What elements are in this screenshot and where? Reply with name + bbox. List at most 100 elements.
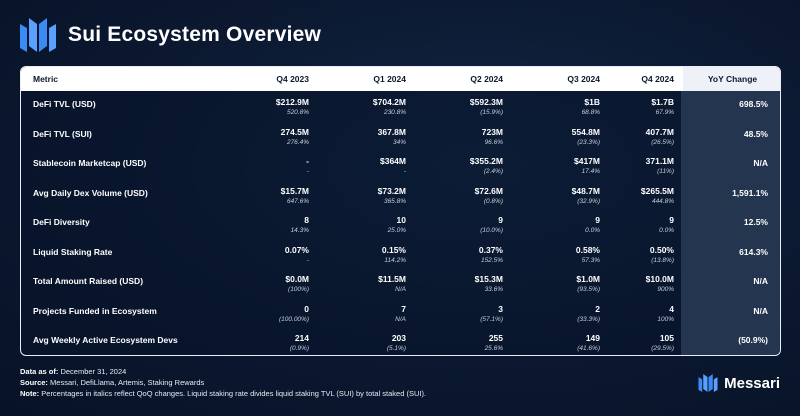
quarter-value: 0 bbox=[304, 303, 309, 314]
table-row: Projects Funded in Ecosystem 0 (100.00%) 7 N… bbox=[21, 298, 780, 328]
value-cell: 7 N/A bbox=[316, 304, 406, 324]
quarter-value: $212.9M bbox=[275, 97, 309, 107]
quarter-value: 0.50% bbox=[649, 244, 674, 255]
value-cell: 203 (5.1%) bbox=[316, 333, 406, 353]
value-cell: 371.1M (11%) bbox=[584, 156, 674, 176]
data-as-of: Data as of: December 31, 2024 bbox=[20, 367, 127, 376]
qoq-change: (26.5%) bbox=[651, 138, 674, 146]
value-cell: -- bbox=[219, 156, 309, 176]
quarter-value: 407.7M bbox=[645, 126, 674, 137]
quarter-value: 214 bbox=[294, 333, 309, 343]
metrics-table: Metric Q4 2023 Q1 2024 Q2 2024 Q3 2024 Q… bbox=[20, 66, 781, 356]
qoq-change: 900% bbox=[657, 286, 674, 293]
value-cell: 407.7M (26.5%) bbox=[584, 127, 674, 147]
column-header-q2-2024: Q2 2024 bbox=[470, 74, 503, 84]
quarter-value: $15.3M bbox=[474, 274, 503, 284]
qoq-change: 68.8% bbox=[581, 109, 600, 116]
footer: Data as of: December 31, 2024 Source: Me… bbox=[20, 366, 426, 399]
yoy-change: N/A bbox=[753, 276, 768, 286]
qoq-change: - bbox=[306, 168, 309, 175]
table-row: Total Amount Raised (USD) $0.0M (100%) $11.… bbox=[21, 268, 780, 298]
qoq-change: 34% bbox=[392, 138, 406, 146]
column-header-q4-2023: Q4 2023 bbox=[276, 74, 309, 84]
column-header-q3-2024: Q3 2024 bbox=[567, 74, 600, 84]
value-cell: $0.0M (100%) bbox=[219, 274, 309, 294]
qoq-change: 230.8% bbox=[383, 109, 406, 116]
qoq-change: - bbox=[403, 168, 406, 175]
quarter-value: 9 bbox=[595, 215, 600, 225]
value-cell: $1.0M (93.5%) bbox=[510, 274, 600, 294]
quarter-value: $355.2M bbox=[469, 156, 503, 166]
table-row: Avg Daily Dex Volume (USD) $15.7M 647.6% $7… bbox=[21, 180, 780, 210]
qoq-change: 17.4% bbox=[581, 168, 600, 175]
value-cell: $10.0M 900% bbox=[584, 274, 674, 294]
value-cell: 274.5M 276.4% bbox=[219, 127, 309, 147]
quarter-value: $73.2M bbox=[377, 185, 406, 196]
metric-label: DeFi TVL (SUI) bbox=[33, 128, 92, 139]
value-cell: 8 14.3% bbox=[219, 215, 309, 235]
value-cell: $364M - bbox=[316, 156, 406, 176]
qoq-change: 67.9% bbox=[655, 109, 674, 116]
value-cell: $15.7M 647.6% bbox=[219, 186, 309, 206]
yoy-change: 698.5% bbox=[739, 99, 768, 109]
qoq-change: 0.0% bbox=[659, 227, 674, 234]
qoq-change: (0.8%) bbox=[483, 197, 503, 205]
metric-label: DeFi Diversity bbox=[33, 217, 90, 227]
qoq-change: - bbox=[306, 256, 309, 264]
qoq-change: (93.5%) bbox=[577, 286, 600, 293]
qoq-change: 276.4% bbox=[286, 138, 309, 146]
value-cell: $417M 17.4% bbox=[510, 156, 600, 176]
value-cell: 4 100% bbox=[584, 304, 674, 324]
qoq-change: (23.3%) bbox=[577, 138, 600, 146]
quarter-value: 3 bbox=[498, 303, 503, 314]
source-note: Source: Messari, DefiLlama, Artemis, Sta… bbox=[20, 378, 205, 387]
qoq-change: (57.1%) bbox=[480, 315, 503, 323]
value-cell: 554.8M (23.3%) bbox=[510, 127, 600, 147]
quarter-value: $1B bbox=[584, 97, 600, 107]
qoq-change: (15.9%) bbox=[480, 109, 503, 116]
quarter-value: $15.7M bbox=[280, 185, 309, 196]
metric-label: DeFi TVL (USD) bbox=[33, 99, 96, 109]
value-cell: 214 (0.9%) bbox=[219, 333, 309, 353]
value-cell: 2 (33.3%) bbox=[510, 304, 600, 324]
value-cell: $72.6M (0.8%) bbox=[413, 186, 503, 206]
metric-label: Avg Weekly Active Ecosystem Devs bbox=[33, 335, 178, 345]
value-cell: 723M 96.6% bbox=[413, 127, 503, 147]
qoq-change: (32.9%) bbox=[577, 197, 600, 205]
quarter-value: - bbox=[306, 156, 309, 166]
quarter-value: 9 bbox=[669, 215, 674, 225]
table-header: Metric Q4 2023 Q1 2024 Q2 2024 Q3 2024 Q… bbox=[21, 67, 780, 91]
quarter-value: 723M bbox=[481, 126, 503, 137]
quarter-value: 149 bbox=[585, 333, 600, 343]
quarter-value: $265.5M bbox=[640, 185, 674, 196]
quarter-value: 10 bbox=[396, 215, 406, 225]
qoq-change: 57.3% bbox=[581, 256, 600, 264]
quarter-value: $417M bbox=[574, 156, 600, 166]
quarter-value: 367.8M bbox=[377, 126, 406, 137]
yoy-change: (50.9%) bbox=[738, 335, 768, 345]
quarter-value: 371.1M bbox=[645, 156, 674, 166]
value-cell: 3 (57.1%) bbox=[413, 304, 503, 324]
quarter-value: $364M bbox=[380, 156, 406, 166]
value-cell: 367.8M 34% bbox=[316, 127, 406, 147]
quarter-value: $592.3M bbox=[469, 97, 503, 107]
metric-label: Total Amount Raised (USD) bbox=[33, 276, 144, 286]
value-cell: 9 (10.0%) bbox=[413, 215, 503, 235]
value-cell: 0.07% - bbox=[219, 245, 309, 265]
value-cell: $592.3M (15.9%) bbox=[413, 97, 503, 117]
metric-label: Projects Funded in Ecosystem bbox=[33, 305, 157, 316]
column-header-q4-2024: Q4 2024 bbox=[641, 74, 674, 84]
qoq-change: 25.6% bbox=[484, 345, 503, 352]
qoq-change: N/A bbox=[395, 286, 406, 293]
quarter-value: 105 bbox=[659, 333, 674, 343]
yoy-change: N/A bbox=[753, 305, 768, 316]
value-cell: 255 25.6% bbox=[413, 333, 503, 353]
column-header-q1-2024: Q1 2024 bbox=[373, 74, 406, 84]
table-row: Avg Weekly Active Ecosystem Devs 214 (0.9%… bbox=[21, 327, 780, 355]
qoq-change: (100.00%) bbox=[279, 315, 309, 323]
value-cell: 9 0.0% bbox=[584, 215, 674, 235]
quarter-value: $48.7M bbox=[571, 185, 600, 196]
yoy-column-background bbox=[681, 67, 780, 355]
page-title: Sui Ecosystem Overview bbox=[68, 23, 322, 46]
qoq-change: 647.6% bbox=[286, 197, 309, 205]
